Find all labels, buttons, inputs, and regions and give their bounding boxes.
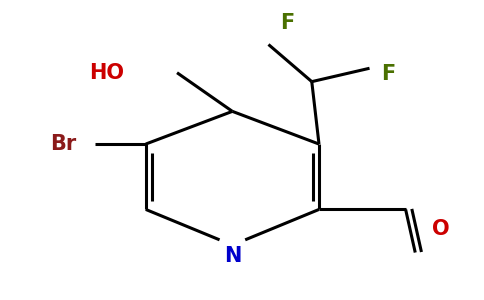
- Text: N: N: [224, 245, 241, 266]
- Text: F: F: [381, 64, 396, 84]
- Text: F: F: [281, 13, 295, 33]
- Text: HO: HO: [89, 63, 124, 83]
- Text: O: O: [432, 219, 450, 239]
- Text: Br: Br: [50, 134, 76, 154]
